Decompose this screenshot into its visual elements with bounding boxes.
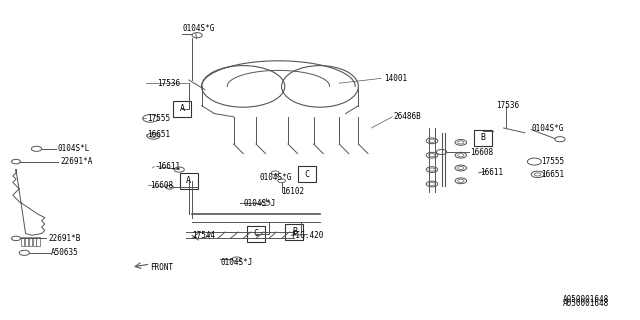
Text: 16651: 16651 [147, 130, 170, 139]
Text: 16608: 16608 [470, 148, 493, 156]
FancyBboxPatch shape [285, 224, 303, 240]
Text: 17536: 17536 [496, 101, 519, 110]
Text: 14001: 14001 [384, 74, 407, 83]
Text: 0104S*G: 0104S*G [182, 24, 215, 33]
Text: 16611: 16611 [157, 162, 180, 171]
Text: 17544: 17544 [192, 231, 215, 240]
Bar [21, 237, 24, 246]
Text: C: C [305, 170, 310, 179]
Text: B: B [481, 133, 486, 142]
Text: 17536: 17536 [157, 79, 180, 88]
Bar [36, 237, 40, 246]
FancyBboxPatch shape [474, 130, 492, 146]
FancyBboxPatch shape [173, 101, 191, 117]
Text: 26486B: 26486B [394, 112, 421, 121]
Text: 17555: 17555 [541, 157, 564, 166]
FancyBboxPatch shape [180, 173, 198, 189]
Text: 22691*B: 22691*B [48, 234, 81, 243]
FancyBboxPatch shape [247, 226, 265, 242]
Text: B: B [292, 228, 297, 236]
Bar [25, 237, 28, 246]
Text: 17555: 17555 [147, 114, 170, 123]
Text: A: A [186, 176, 191, 185]
Text: A50635: A50635 [51, 248, 79, 257]
Text: 0104S*L: 0104S*L [58, 144, 90, 153]
Text: A050001648: A050001648 [563, 295, 609, 304]
Text: A: A [180, 104, 185, 113]
Text: FRONT: FRONT [150, 263, 173, 272]
Text: 0104S*G: 0104S*G [531, 124, 564, 132]
Text: 22691*A: 22691*A [61, 157, 93, 166]
Text: 16611: 16611 [480, 168, 503, 177]
Text: A050001648: A050001648 [563, 300, 609, 308]
Text: 0104S*J: 0104S*J [243, 199, 276, 208]
Text: 0104S*G: 0104S*G [259, 173, 292, 182]
Text: 16651: 16651 [541, 170, 564, 179]
Text: 16608: 16608 [150, 181, 173, 190]
Text: FIG.420: FIG.420 [291, 231, 324, 240]
Text: C: C [253, 229, 259, 238]
Text: 16102: 16102 [282, 188, 305, 196]
Bar [29, 237, 32, 246]
Bar [33, 237, 36, 246]
Text: 0104S*J: 0104S*J [221, 258, 253, 267]
FancyBboxPatch shape [298, 166, 316, 182]
